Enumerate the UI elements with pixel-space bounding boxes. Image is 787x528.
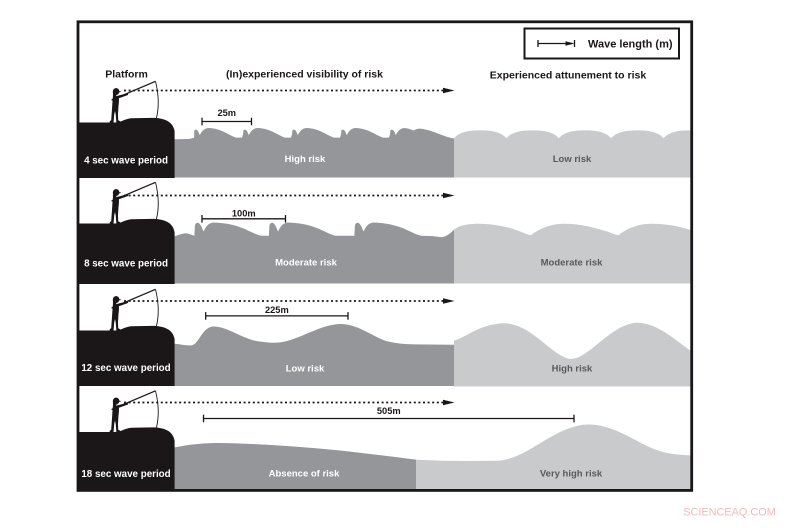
svg-text:High risk: High risk <box>285 154 326 165</box>
svg-text:25m: 25m <box>217 108 236 118</box>
svg-text:4 sec wave period: 4 sec wave period <box>84 156 168 167</box>
svg-text:505m: 505m <box>377 406 401 416</box>
svg-text:12 sec wave period: 12 sec wave period <box>81 363 170 374</box>
svg-text:High risk: High risk <box>552 364 593 375</box>
svg-text:Absence of risk: Absence of risk <box>269 469 340 480</box>
svg-text:(In)experienced visibility of: (In)experienced visibility of risk <box>226 69 383 81</box>
svg-text:Low risk: Low risk <box>286 364 325 375</box>
svg-text:100m: 100m <box>232 208 256 218</box>
svg-text:SCIENCEAQ.COM: SCIENCEAQ.COM <box>683 507 776 519</box>
svg-text:225m: 225m <box>265 305 289 315</box>
svg-text:8 sec wave period: 8 sec wave period <box>84 259 168 270</box>
svg-text:18 sec wave period: 18 sec wave period <box>81 469 170 480</box>
svg-text:Low risk: Low risk <box>553 154 592 165</box>
svg-text:Moderate risk: Moderate risk <box>541 258 603 269</box>
svg-text:Wave length (m): Wave length (m) <box>588 39 673 51</box>
svg-text:Experienced attunement to risk: Experienced attunement to risk <box>490 70 647 82</box>
svg-text:Moderate risk: Moderate risk <box>275 258 337 269</box>
svg-text:Very high risk: Very high risk <box>540 469 603 480</box>
svg-text:Platform: Platform <box>105 69 148 81</box>
